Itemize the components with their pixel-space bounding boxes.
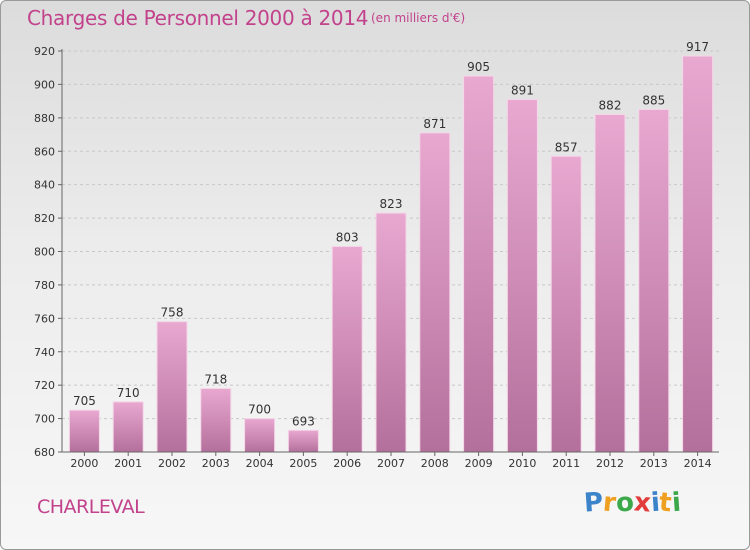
y-tick-label: 900 bbox=[34, 78, 55, 91]
bar-2001 bbox=[112, 401, 144, 453]
bar-2013 bbox=[638, 108, 670, 453]
y-tick-label: 860 bbox=[34, 145, 55, 158]
bar-2003 bbox=[200, 388, 232, 453]
bar-2009 bbox=[463, 75, 495, 453]
bar-2014 bbox=[682, 55, 714, 453]
y-tick-label: 920 bbox=[34, 45, 55, 58]
value-label-2014: 917 bbox=[686, 40, 709, 54]
value-label-2002: 758 bbox=[161, 306, 184, 320]
value-label-2003: 718 bbox=[204, 373, 227, 387]
y-tick-label: 720 bbox=[34, 379, 55, 392]
y-tick-label: 700 bbox=[34, 413, 55, 426]
y-tick-label: 820 bbox=[34, 212, 55, 225]
bar-2004 bbox=[244, 418, 276, 453]
x-tick-label-2006: 2006 bbox=[333, 457, 361, 470]
chart-title: Charges de Personnel 2000 à 2014 bbox=[27, 6, 369, 30]
bar-2008 bbox=[419, 132, 451, 453]
chart-subtitle: (en milliers d'€) bbox=[371, 11, 466, 25]
value-label-2001: 710 bbox=[117, 386, 140, 400]
axes: 680 700 720 740 760 780 800 820 840 860 880 900 920 2… bbox=[34, 45, 719, 470]
bar-2000 bbox=[68, 409, 100, 453]
x-tick-label-2002: 2002 bbox=[158, 457, 186, 470]
bar-2002 bbox=[156, 321, 188, 453]
bar-2010 bbox=[506, 98, 538, 453]
value-label-2008: 871 bbox=[423, 117, 446, 131]
value-label-2006: 803 bbox=[336, 230, 359, 244]
logo-letter: o bbox=[614, 487, 635, 519]
value-label-2009: 905 bbox=[467, 60, 490, 74]
bars: 705 710 758 718 700 693 803 823 871 905 891 857 882 8… bbox=[68, 40, 714, 453]
value-label-2012: 882 bbox=[599, 98, 622, 112]
bar-2005 bbox=[287, 429, 319, 453]
value-label-2010: 891 bbox=[511, 83, 534, 97]
y-tick-label: 680 bbox=[34, 446, 55, 459]
place-name: CHARLEVAL bbox=[37, 496, 145, 518]
value-label-2005: 693 bbox=[292, 414, 315, 428]
value-label-2007: 823 bbox=[380, 197, 403, 211]
x-tick-label-2012: 2012 bbox=[596, 457, 624, 470]
x-tick-label-2014: 2014 bbox=[684, 457, 712, 470]
y-tick-label: 840 bbox=[34, 179, 55, 192]
value-label-2011: 857 bbox=[555, 140, 578, 154]
y-tick-label: 760 bbox=[34, 312, 55, 325]
x-tick-label-2013: 2013 bbox=[640, 457, 668, 470]
x-tick-label-2003: 2003 bbox=[202, 457, 230, 470]
value-label-2004: 700 bbox=[248, 403, 271, 417]
x-tick-label-2007: 2007 bbox=[377, 457, 405, 470]
y-tick-label: 740 bbox=[34, 346, 55, 359]
y-tick-label: 800 bbox=[34, 246, 55, 259]
bar-2006 bbox=[331, 245, 363, 453]
proxiti-logo: Proxiti bbox=[582, 487, 682, 519]
logo-letter: i bbox=[670, 487, 682, 519]
value-label-2000: 705 bbox=[73, 394, 96, 408]
bar-2011 bbox=[550, 155, 582, 453]
y-tick-label: 780 bbox=[34, 279, 55, 292]
bar-2012 bbox=[594, 113, 626, 453]
x-tick-label-2004: 2004 bbox=[246, 457, 274, 470]
bar-2007 bbox=[375, 212, 407, 453]
x-tick-label-2009: 2009 bbox=[465, 457, 493, 470]
x-tick-label-2008: 2008 bbox=[421, 457, 449, 470]
logo-letter: x bbox=[632, 487, 652, 519]
x-tick-label-2000: 2000 bbox=[70, 457, 98, 470]
logo-letter: P bbox=[582, 487, 605, 519]
value-label-2013: 885 bbox=[642, 93, 665, 107]
y-tick-label: 880 bbox=[34, 112, 55, 125]
x-tick-label-2010: 2010 bbox=[508, 457, 536, 470]
x-tick-label-2005: 2005 bbox=[289, 457, 317, 470]
x-tick-label-2001: 2001 bbox=[114, 457, 142, 470]
x-tick-label-2011: 2011 bbox=[552, 457, 580, 470]
